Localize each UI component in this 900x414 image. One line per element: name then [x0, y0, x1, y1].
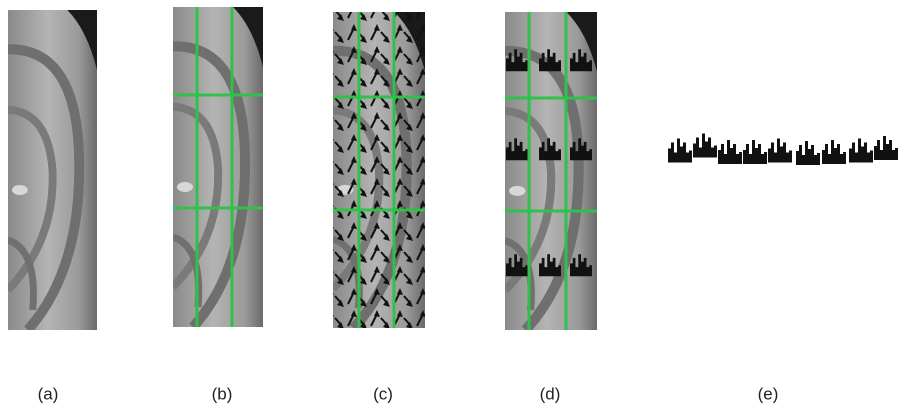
panel-label: (e) [758, 384, 779, 403]
panel-label: (b) [212, 384, 233, 403]
panel-label: (a) [38, 384, 59, 403]
panel-label: (d) [540, 384, 561, 403]
gradient-panel [323, 12, 425, 328]
concatenated-histogram [668, 134, 898, 166]
ear-image [0, 10, 97, 330]
grid-panel [163, 7, 263, 327]
histogram-panel [495, 12, 597, 330]
panel-label: (c) [373, 384, 393, 403]
figure: (a) (b) (c) (d) (e) [0, 0, 900, 409]
